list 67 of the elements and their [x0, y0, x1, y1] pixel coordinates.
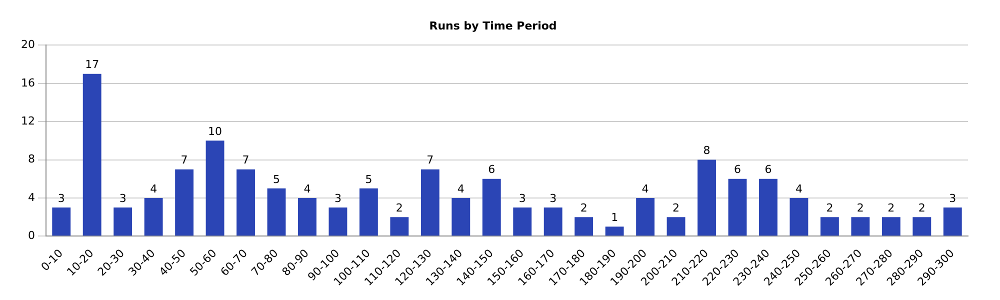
- data-label: 4: [304, 182, 311, 196]
- bar: [482, 178, 501, 236]
- bar: [82, 74, 102, 236]
- data-label: 3: [334, 192, 342, 205]
- bar: [513, 208, 532, 236]
- bar: [943, 208, 962, 236]
- y-tick-label: 12: [20, 114, 35, 128]
- bar: [267, 188, 286, 236]
- bar: [820, 217, 839, 236]
- data-label: 6: [488, 163, 496, 176]
- chart-title: Runs by Time Period: [429, 19, 557, 32]
- y-tick-label: 4: [28, 190, 35, 204]
- bar: [666, 217, 686, 236]
- data-label: 6: [734, 163, 741, 176]
- data-label: 4: [642, 182, 649, 196]
- data-label: 2: [826, 201, 834, 214]
- bar: [882, 217, 900, 236]
- data-label: 6: [764, 163, 772, 176]
- bar: [698, 160, 716, 236]
- bar: [420, 169, 440, 236]
- bar: [175, 169, 194, 236]
- bar: [390, 217, 409, 236]
- bar: [790, 198, 808, 236]
- data-label: 17: [85, 58, 100, 72]
- data-label: 1: [611, 210, 618, 224]
- bar: [328, 208, 348, 236]
- bar: [636, 198, 655, 236]
- data-label: 2: [888, 201, 895, 214]
- data-label: 5: [273, 172, 280, 186]
- data-label: 7: [426, 154, 434, 167]
- data-label: 3: [58, 192, 65, 205]
- data-label: 5: [365, 172, 372, 186]
- data-label: 8: [703, 144, 710, 158]
- bar: [574, 217, 594, 236]
- data-label: 4: [150, 182, 158, 196]
- data-label: 3: [550, 192, 557, 205]
- y-tick-label: 20: [20, 38, 35, 52]
- data-label: 2: [672, 201, 680, 214]
- bar: [728, 178, 747, 236]
- data-label: 4: [795, 182, 802, 196]
- bar: [52, 208, 71, 236]
- y-tick-label: 0: [28, 229, 35, 242]
- data-label: 3: [949, 192, 956, 205]
- data-label: 2: [580, 201, 588, 214]
- data-label: 3: [518, 192, 526, 205]
- data-label: 10: [208, 125, 222, 138]
- data-label: 7: [242, 154, 250, 167]
- bar: [206, 140, 224, 236]
- y-tick-label: 16: [20, 76, 35, 90]
- bar: [452, 198, 470, 236]
- y-tick-label: 8: [28, 152, 35, 166]
- data-label: 7: [180, 154, 188, 167]
- bar: [605, 226, 624, 236]
- bar: [114, 208, 132, 236]
- bar: [851, 217, 870, 236]
- bar: [144, 198, 163, 236]
- bar: [912, 217, 932, 236]
- data-label: 4: [457, 182, 464, 196]
- data-label: 2: [856, 201, 864, 214]
- data-label: 2: [918, 201, 926, 214]
- bar: [544, 208, 562, 236]
- bar: [298, 198, 316, 236]
- data-label: 2: [396, 201, 403, 214]
- bar: [236, 169, 255, 236]
- bar: [759, 178, 778, 236]
- data-label: 3: [119, 192, 126, 205]
- bar: [359, 188, 378, 236]
